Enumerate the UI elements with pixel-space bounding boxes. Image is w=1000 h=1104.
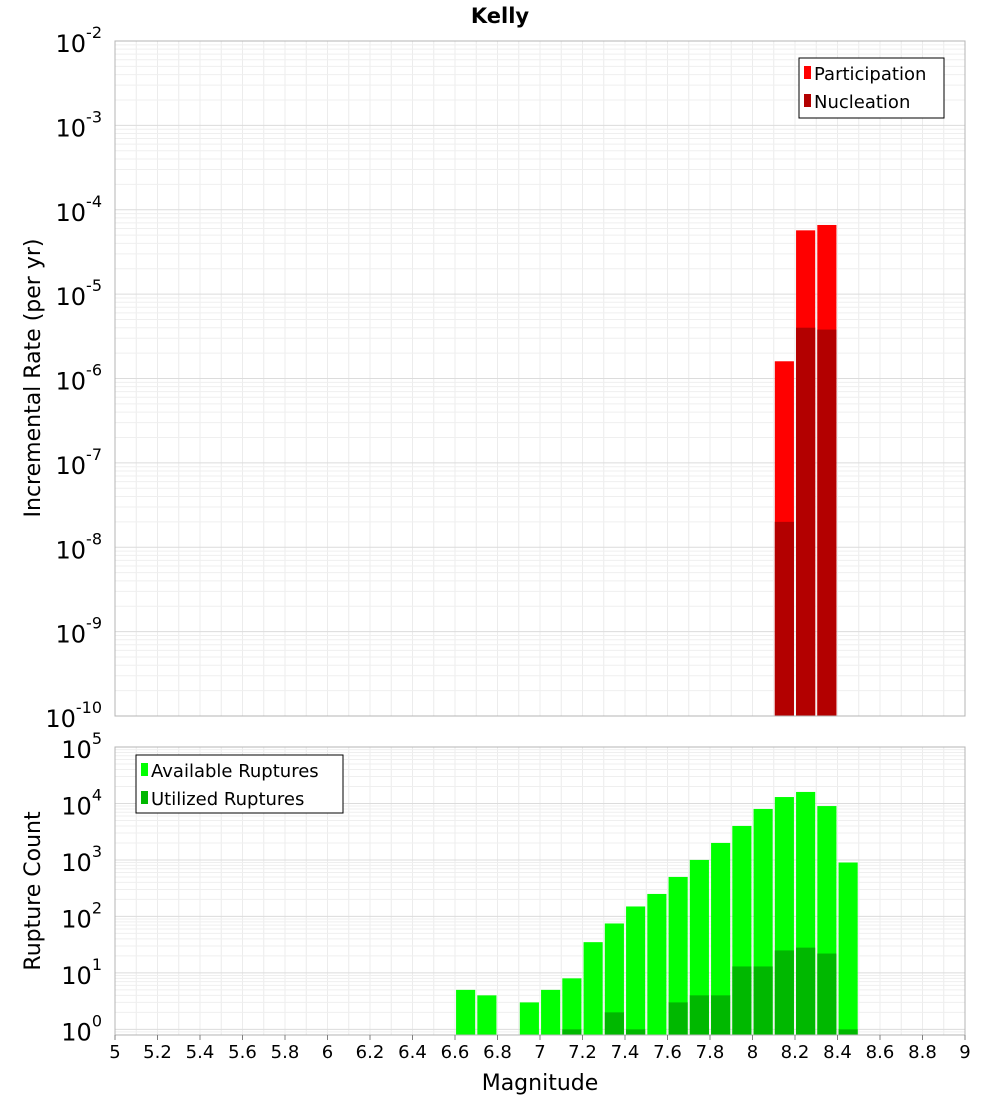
y-tick-label: 10-2 xyxy=(56,23,103,58)
x-tick-label: 8.2 xyxy=(781,1042,810,1063)
x-tick-label: 5.6 xyxy=(228,1042,257,1063)
bar-available-ruptures xyxy=(626,906,646,1035)
x-tick-label: 6.8 xyxy=(483,1042,512,1063)
count-plot: 100 101 102 103 104 105 Rupture Count Available… xyxy=(21,729,966,1046)
bar-available-ruptures xyxy=(838,862,858,1035)
bar-utilized-ruptures xyxy=(604,1012,624,1035)
bar-available-ruptures xyxy=(689,859,709,1035)
y-tick-label: 10-7 xyxy=(56,445,103,480)
x-tick-label: 7.6 xyxy=(653,1042,682,1063)
bar-nucleation xyxy=(774,521,794,716)
bar-utilized-ruptures xyxy=(838,1029,858,1035)
y-tick-label: 10-9 xyxy=(56,614,103,649)
y-tick-label: 103 xyxy=(61,842,102,877)
bar-nucleation xyxy=(796,327,816,716)
bar-available-ruptures xyxy=(583,942,603,1035)
legend-swatch xyxy=(141,763,148,776)
bar-utilized-ruptures xyxy=(774,950,794,1035)
x-tick-label: 6.4 xyxy=(398,1042,427,1063)
bar-utilized-ruptures xyxy=(732,966,752,1035)
bar-available-ruptures xyxy=(456,989,476,1035)
y-tick-label: 102 xyxy=(61,898,102,933)
legend-label: Utilized Ruptures xyxy=(151,789,304,810)
x-axis-label: Magnitude xyxy=(482,1071,599,1096)
bar-available-ruptures xyxy=(562,978,582,1035)
legend-box xyxy=(135,754,344,814)
x-tick-label: 8.4 xyxy=(823,1042,852,1063)
y-axis-label: Rupture Count xyxy=(21,811,46,971)
x-tick-label: 8.6 xyxy=(866,1042,895,1063)
bar-nucleation xyxy=(817,329,837,716)
y-tick-label: 10-3 xyxy=(56,107,103,142)
x-tick-label: 5.8 xyxy=(271,1042,300,1063)
y-tick-label: 101 xyxy=(61,955,102,990)
x-tick-label: 7.2 xyxy=(568,1042,597,1063)
y-tick-label: 104 xyxy=(61,785,102,820)
legend-swatch xyxy=(804,66,811,79)
bar-available-ruptures xyxy=(711,842,731,1035)
plot-frame xyxy=(114,40,966,717)
bar-available-ruptures xyxy=(541,989,561,1035)
x-tick-label: 6 xyxy=(322,1042,333,1063)
bar-utilized-ruptures xyxy=(668,1002,688,1035)
bar-available-ruptures xyxy=(647,893,667,1035)
y-axis-label: Incremental Rate (per yr) xyxy=(21,239,46,518)
x-tick-label: 5.2 xyxy=(143,1042,172,1063)
chart-title: Kelly xyxy=(471,4,530,28)
x-tick-label: 5.4 xyxy=(186,1042,215,1063)
bar-utilized-ruptures xyxy=(626,1029,646,1035)
legend-swatch xyxy=(141,791,148,804)
bar-available-ruptures xyxy=(668,876,688,1035)
y-tick-label: 105 xyxy=(61,729,102,764)
y-tick-label: 10-6 xyxy=(56,361,103,396)
bar-utilized-ruptures xyxy=(796,947,816,1035)
legend-swatch xyxy=(804,94,811,107)
y-tick-label: 10-10 xyxy=(45,698,102,733)
bar-utilized-ruptures xyxy=(711,995,731,1035)
x-tick-label: 8 xyxy=(747,1042,758,1063)
legend-label: Nucleation xyxy=(814,92,910,113)
y-tick-label: 100 xyxy=(61,1011,102,1046)
legend-box xyxy=(798,57,945,119)
rate-plot: 10-10 10-9 10-8 10-7 10-6 10-5 10-4 10-3 10-2 Inc… xyxy=(21,23,966,733)
x-axis: 5 5.2 5.4 5.6 5.8 6 6.2 6.4 6.6 6.8 7 7.2 7.4 7.6 7.8 8… xyxy=(109,1035,971,1063)
y-tick-label: 10-4 xyxy=(56,192,103,227)
legend-label: Available Ruptures xyxy=(151,761,319,782)
bar-available-ruptures xyxy=(519,1002,539,1035)
x-tick-label: 7.8 xyxy=(696,1042,725,1063)
bar-utilized-ruptures xyxy=(753,966,773,1035)
bar-utilized-ruptures xyxy=(689,995,709,1035)
x-tick-label: 8.8 xyxy=(908,1042,937,1063)
x-tick-label: 7.4 xyxy=(611,1042,640,1063)
x-tick-label: 5 xyxy=(109,1042,120,1063)
x-tick-label: 6.6 xyxy=(441,1042,470,1063)
bar-utilized-ruptures xyxy=(817,953,837,1035)
bar-available-ruptures xyxy=(604,923,624,1035)
x-tick-label: 6.2 xyxy=(356,1042,385,1063)
bar-utilized-ruptures xyxy=(562,1029,582,1035)
x-tick-label: 9 xyxy=(959,1042,970,1063)
x-tick-label: 7 xyxy=(534,1042,545,1063)
bar-available-ruptures xyxy=(477,995,497,1035)
y-tick-label: 10-8 xyxy=(56,529,103,564)
y-tick-label: 10-5 xyxy=(56,276,103,311)
legend-label: Participation xyxy=(814,64,926,85)
